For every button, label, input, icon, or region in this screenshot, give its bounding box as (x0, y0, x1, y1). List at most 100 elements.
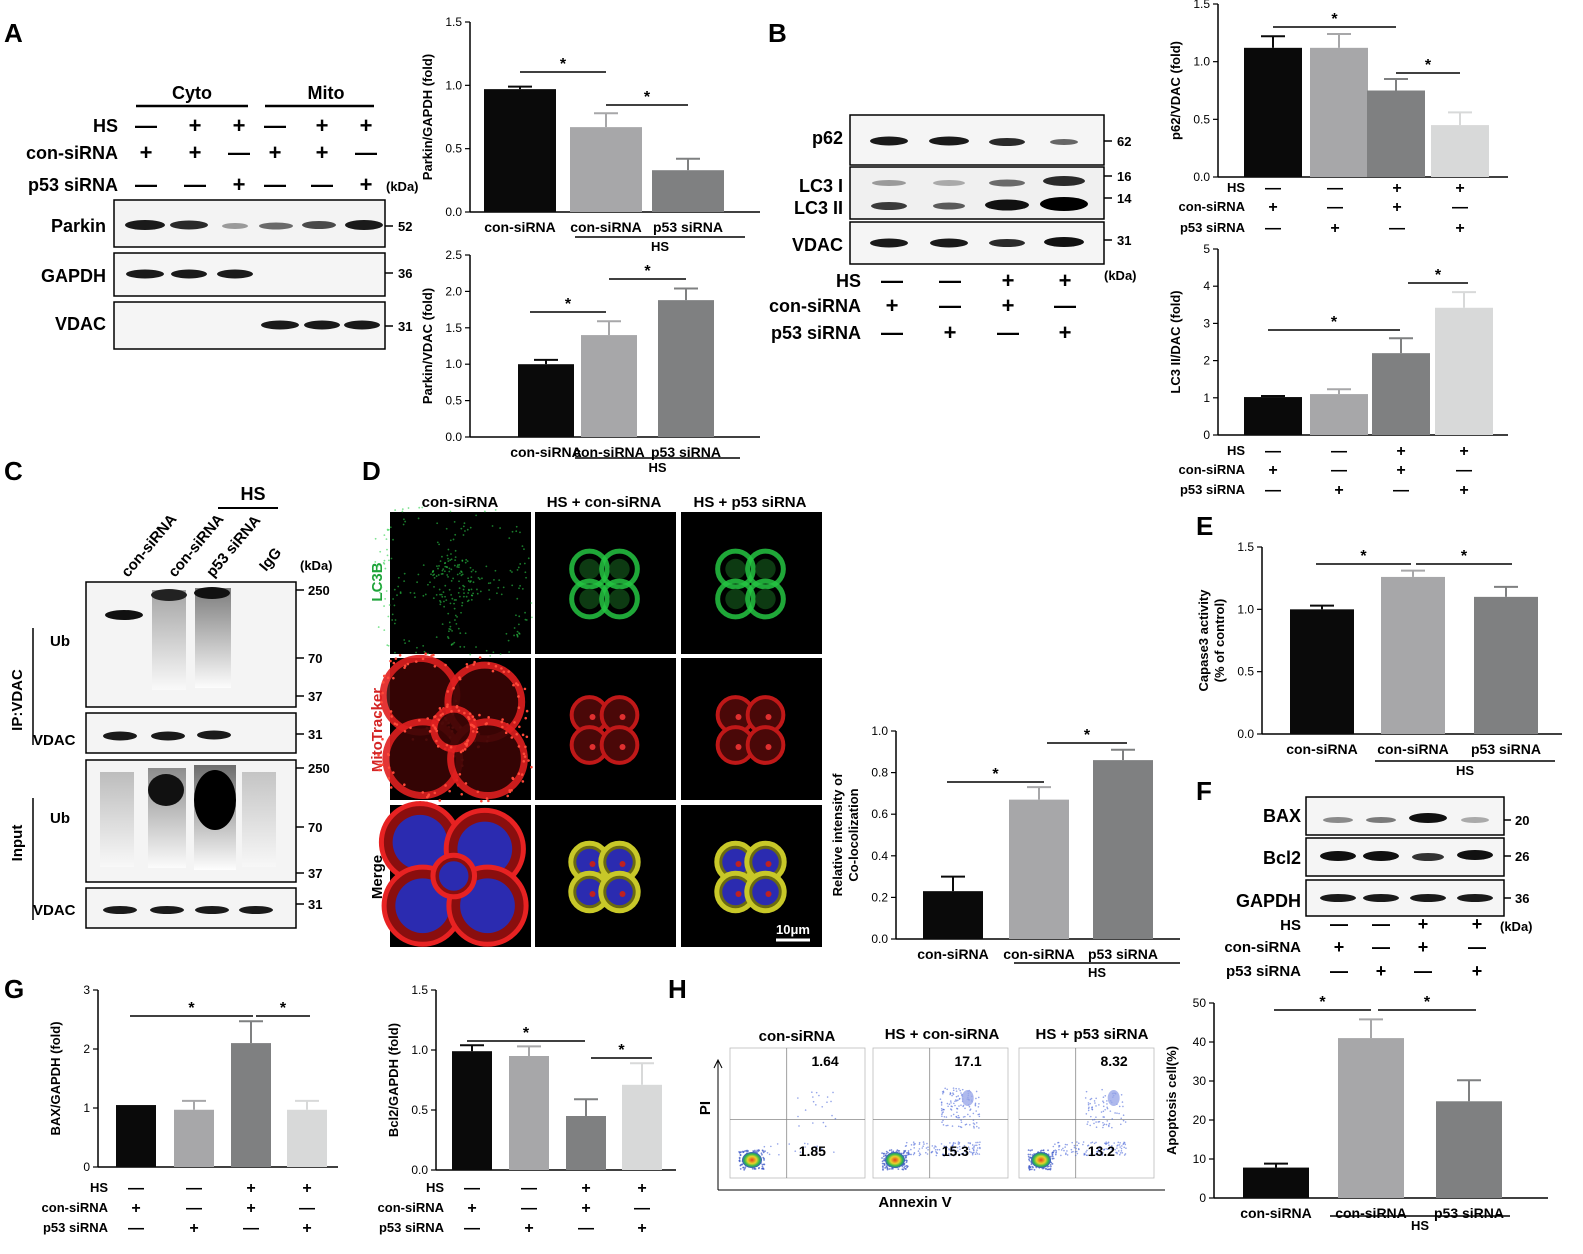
category-label: con-siRNA (1003, 946, 1075, 962)
y-axis-label: Apoptosis cell(%) (1164, 1046, 1179, 1155)
plus-sign: + (1059, 320, 1072, 345)
bar (1372, 353, 1430, 435)
y-tick-label: 2.5 (445, 248, 462, 262)
panel-letter-c: C (4, 456, 23, 486)
svg-text:250: 250 (308, 761, 330, 776)
plus-sign: + (1330, 220, 1339, 237)
y-tick-label: 1 (1203, 391, 1210, 405)
plus-sign: + (944, 320, 957, 345)
micro-row-mitotracker: MitoTracker (369, 688, 386, 772)
y-tick-label: 50 (1193, 996, 1207, 1010)
y-tick-label: 0.2 (871, 890, 888, 904)
minus-sign: — (464, 1220, 480, 1237)
bar-chart-g-left: 0 1 2 3 BAX/GAPDH (fold) * * HS — — + + con-siRNA + — +… (42, 983, 338, 1237)
group-label: HS (1411, 1218, 1429, 1233)
marker-52: 52 (398, 219, 412, 234)
bar (509, 1056, 549, 1170)
panel-letter-b: B (768, 18, 787, 48)
plus-sign: + (302, 1180, 311, 1197)
microscopy-d: con-siRNA HS + con-siRNA HS + p53 siRNA … (369, 494, 823, 948)
vdac-label-input: VDAC (33, 902, 76, 919)
minus-sign: — (128, 1180, 144, 1197)
minus-sign: — (1265, 180, 1281, 197)
micrograph-tile (390, 512, 531, 654)
plus-sign: + (1459, 443, 1468, 460)
category-label: con-siRNA (510, 444, 582, 460)
y-tick-label: 0.5 (1193, 112, 1210, 126)
minus-sign: — (135, 113, 157, 138)
y-axis-label: p62/VDAC (fold) (1168, 41, 1183, 140)
sign-grid-f: — — + + + — + — — + — + (1330, 914, 1486, 981)
panel-letter-h: H (668, 974, 687, 1004)
panel-letter-a: A (4, 18, 23, 48)
marker-36: 36 (1515, 891, 1529, 906)
y-tick-label: 1 (83, 1101, 90, 1115)
minus-sign: — (521, 1200, 537, 1217)
y-axis-label: Parkin/VDAC (fold) (420, 288, 435, 404)
bar-chart-e: 0.0 0.5 1.0 1.5 Capase3 activity (% of contro… (1196, 540, 1562, 778)
plus-sign: + (360, 113, 373, 138)
y-tick-label: 0.5 (445, 142, 462, 156)
plus-sign: + (886, 293, 899, 318)
marker-36: 36 (398, 266, 412, 281)
plus-sign: + (1472, 914, 1483, 934)
vdac-label-ip: VDAC (33, 732, 76, 749)
y-tick-label: 1.0 (445, 357, 462, 371)
bands-lc3 (871, 176, 1088, 211)
quadrant-q3-value: 15.3 (942, 1143, 969, 1159)
svg-text:70: 70 (308, 651, 322, 666)
scale-bar-label: 10μm (776, 922, 810, 937)
plus-sign: + (637, 1180, 646, 1197)
category-label: con-siRNA (570, 219, 642, 235)
sign-grid-a: — + + — + ++ + — + + —— — + — — + (135, 113, 377, 197)
bar (1244, 397, 1302, 435)
significance-star: * (992, 766, 999, 783)
bar (518, 364, 574, 437)
plus-sign: + (189, 113, 202, 138)
ip-vdac-label: IP:VDAC (9, 669, 26, 731)
band-label-lc3-ii: LC3 II (794, 198, 843, 218)
significance-star: * (644, 89, 651, 106)
marker-31: 31 (1117, 233, 1131, 248)
band-label-bcl2: Bcl2 (1263, 848, 1301, 868)
y-axis-label: (% of control) (1212, 599, 1227, 683)
marker-26: 26 (1515, 849, 1529, 864)
group-label-cyto: Cyto (172, 83, 212, 103)
bar (1093, 760, 1153, 939)
row-label: con-siRNA (378, 1200, 445, 1215)
bar (1436, 1101, 1502, 1198)
category-label: con-siRNA (573, 444, 645, 460)
bar (658, 300, 714, 437)
category-label: p53 siRNA (1471, 741, 1541, 757)
significance-star: * (1435, 267, 1442, 284)
minus-sign: — (1414, 961, 1432, 981)
band-label-gapdh: GAPDH (1236, 891, 1301, 911)
plus-sign: + (1418, 914, 1429, 934)
category-label: p53 siRNA (651, 444, 721, 460)
bar (1431, 125, 1489, 177)
row-label-hs: HS (836, 271, 861, 291)
band-label-parkin: Parkin (51, 216, 106, 236)
minus-sign: — (1265, 482, 1281, 499)
plus-sign: + (1334, 937, 1345, 957)
minus-sign: — (1372, 914, 1390, 934)
plus-sign: + (637, 1220, 646, 1237)
row-label-con-sirna: con-siRNA (26, 143, 118, 163)
plus-sign: + (1268, 462, 1277, 479)
row-label: HS (90, 1180, 108, 1195)
y-tick-label: 0.0 (445, 430, 462, 444)
bar (923, 891, 983, 939)
minus-sign: — (521, 1180, 537, 1197)
category-label: con-siRNA (484, 219, 556, 235)
minus-sign: — (881, 320, 903, 345)
blot-a: Cyto Mito HS con-siRNA p53 siRNA — + + — + ++… (26, 83, 419, 350)
y-tick-label: 0.0 (411, 1163, 428, 1177)
minus-sign: — (578, 1220, 594, 1237)
minus-sign: — (939, 293, 961, 318)
row-label: con-siRNA (1179, 199, 1246, 214)
y-tick-label: 0.5 (445, 394, 462, 408)
minus-sign: — (228, 140, 250, 165)
significance-star: * (280, 1000, 287, 1017)
band-label-bax: BAX (1263, 806, 1301, 826)
y-tick-label: 3 (1203, 316, 1210, 330)
